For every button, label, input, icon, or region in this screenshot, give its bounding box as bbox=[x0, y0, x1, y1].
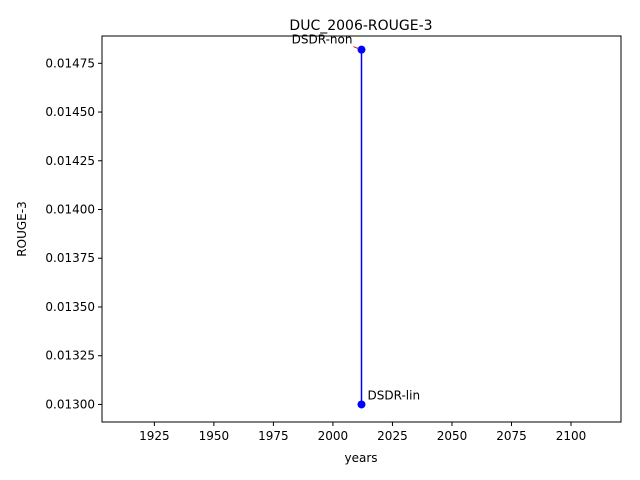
x-tick-label: 2075 bbox=[496, 429, 527, 443]
x-tick-label: 2100 bbox=[556, 429, 587, 443]
data-point bbox=[357, 400, 366, 409]
y-tick-label: 0.01400 bbox=[45, 203, 95, 217]
x-axis: 1925 1950 1975 2000 2025 2050 2075 2100 bbox=[139, 422, 586, 443]
y-tick-label: 0.01375 bbox=[45, 251, 95, 265]
x-tick-label: 1975 bbox=[258, 429, 289, 443]
data-point bbox=[357, 45, 366, 54]
plot-frame bbox=[101, 35, 622, 423]
y-tick-label: 0.01350 bbox=[45, 300, 95, 314]
y-tick-label: 0.01450 bbox=[45, 105, 95, 119]
x-tick-label: 1925 bbox=[139, 429, 170, 443]
y-tick-label: 0.01325 bbox=[45, 349, 95, 363]
y-axis: 0.01300 0.01325 0.01350 0.01375 0.01400 0.014… bbox=[45, 56, 102, 411]
x-tick-label: 2025 bbox=[377, 429, 408, 443]
x-tick-label: 2000 bbox=[318, 429, 349, 443]
annotation-arrow bbox=[353, 46, 359, 50]
x-tick-label: 2050 bbox=[437, 429, 468, 443]
data-point-label: DSDR-non bbox=[292, 33, 353, 47]
data-point-label: DSDR-lin bbox=[368, 388, 421, 402]
y-axis-title: ROUGE-3 bbox=[15, 201, 29, 256]
y-tick-label: 0.01300 bbox=[45, 397, 95, 411]
x-tick-label: 1950 bbox=[199, 429, 230, 443]
y-tick-label: 0.01475 bbox=[45, 56, 95, 70]
y-tick-label: 0.01425 bbox=[45, 154, 95, 168]
x-axis-title: years bbox=[344, 451, 377, 465]
chart-title: DUC_2006-ROUGE-3 bbox=[289, 18, 432, 34]
